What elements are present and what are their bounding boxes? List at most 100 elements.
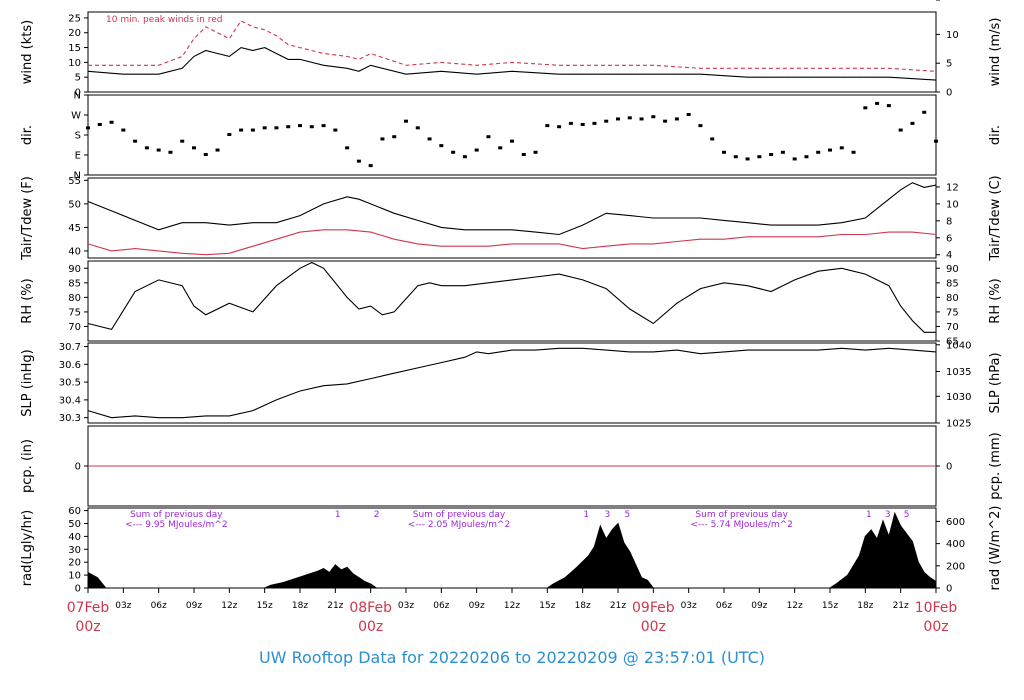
dir-direction-point (180, 139, 185, 143)
dir-direction-point (439, 144, 444, 148)
x-axis-date-hour-label: 00z (358, 619, 383, 635)
dir-direction-point (356, 159, 361, 163)
slp-left-tick-label: 30.6 (59, 360, 81, 371)
dir-direction-point (698, 124, 703, 128)
wind-left-tick-label: 15 (68, 43, 81, 54)
temp-right-tick-label: 6 (946, 233, 952, 244)
wind-panel-frame (87, 11, 937, 93)
dir-direction-point (780, 150, 785, 154)
temp-Tair-series-line (87, 182, 937, 236)
slp-right-tick-label: 1030 (946, 392, 971, 403)
dir-direction-point (910, 121, 915, 125)
chart-title: UW Rooftop Data for 20220206 to 20220209… (258, 648, 766, 667)
dir-direction-point (733, 155, 738, 159)
dir-direction-point (839, 146, 844, 150)
dir-direction-point (286, 125, 291, 129)
dir-direction-point (250, 128, 255, 132)
slp-right-tick-label: 1040 (946, 340, 971, 351)
dir-direction-point (227, 133, 232, 136)
x-axis-date-label: 08Feb (349, 600, 392, 616)
rad-left-tick-label: 50 (68, 519, 81, 530)
dir-direction-point (886, 104, 891, 108)
dir-direction-point (86, 126, 90, 130)
wind-peak-series-line (88, 20, 937, 72)
rad-daily-sum-annotation: <--- 5.74 MJoules/m^2 (690, 520, 792, 530)
rh-left-axis-title: RH (%) (20, 278, 35, 323)
dir-direction-point (686, 113, 691, 116)
rad-right-tick-label: 0 (946, 584, 952, 595)
x-axis-tick-label: 03z (398, 601, 414, 611)
dir-right-tick-label: N (946, 0, 953, 3)
dir-direction-point (97, 123, 102, 126)
dir-direction-point (663, 119, 668, 123)
dir-left-tick-label: E (75, 151, 81, 162)
pcp-right-axis-title: pcp. (mm) (988, 432, 1003, 499)
temp-left-tick-label: 50 (68, 199, 81, 210)
dir-direction-point (203, 153, 208, 156)
x-axis-tick-label: 18z (575, 601, 591, 611)
wind-right-tick-label: 0 (946, 88, 952, 99)
x-axis-tick-label: 09z (469, 601, 485, 611)
rad-left-tick-label: 20 (68, 558, 81, 569)
slp-panel-frame (87, 342, 937, 424)
x-axis-tick-label: 09z (751, 601, 767, 611)
dir-direction-point (368, 164, 373, 168)
rad-daily-sum-annotation: Sum of previous day (695, 510, 788, 520)
dir-direction-point (474, 148, 479, 152)
wind-wind-series-line (87, 47, 937, 81)
slp-left-tick-label: 30.4 (59, 395, 81, 406)
temp-right-tick-label: 10 (946, 199, 959, 210)
pcp-right-tick-label: 0 (946, 462, 952, 473)
dir-direction-point (592, 121, 597, 125)
wind-left-axis-title: wind (kts) (20, 20, 35, 84)
x-axis-tick-label: 06z (433, 601, 449, 611)
dir-direction-point (934, 139, 938, 143)
x-axis-tick-label: 21z (610, 601, 626, 611)
temp-left-axis-title: Tair/Tdew (F) (20, 176, 35, 261)
dir-left-tick-label: W (71, 111, 81, 122)
dir-direction-point (109, 120, 114, 124)
dir-direction-point (922, 110, 927, 114)
dir-direction-point (745, 157, 750, 161)
rad-hour-mark: 1 (335, 510, 341, 520)
dir-direction-point (192, 146, 196, 150)
x-axis-date-hour-label: 00z (641, 619, 666, 635)
rh-left-tick-label: 70 (68, 322, 81, 333)
dir-direction-point (533, 150, 538, 154)
rh-right-tick-label: 65 (946, 337, 959, 348)
dir-direction-point (604, 119, 609, 123)
temp-right-tick-label: 12 (946, 182, 959, 193)
dir-direction-point (875, 101, 880, 105)
rh-right-tick-label: 70 (946, 322, 959, 333)
temp-right-tick-label: 8 (946, 216, 952, 227)
rad-hour-mark: 3 (885, 510, 891, 520)
rad-hour-mark: 2 (374, 510, 380, 520)
dir-right-tick-label: W (946, 0, 956, 3)
dir-direction-point (851, 150, 856, 154)
dir-direction-point (309, 125, 314, 129)
dir-left-tick-label: N (74, 91, 81, 102)
temp-Tdew-series-line (87, 229, 937, 256)
x-axis-date-hour-label: 00z (75, 619, 100, 635)
dir-direction-point (757, 155, 762, 159)
slp-right-tick-label: 1035 (946, 367, 971, 378)
rad-hour-mark: 1 (866, 510, 872, 520)
rad-daily-sum-annotation: <--- 2.05 MJoules/m^2 (408, 520, 510, 530)
rh-right-tick-label: 85 (946, 278, 959, 289)
dir-direction-point (392, 135, 397, 139)
x-axis-tick-label: 18z (292, 601, 308, 611)
rh-left-tick-label: 75 (68, 307, 81, 318)
dir-direction-point (557, 125, 562, 129)
rad-daily-sum-annotation: <--- 9.95 MJoules/m^2 (125, 520, 227, 530)
dir-direction-point (345, 146, 350, 150)
dir-panel-frame (87, 94, 937, 176)
rad-left-tick-label: 0 (75, 584, 81, 595)
temp-right-axis-title: Tair/Tdew (C) (988, 175, 1003, 261)
dir-direction-point (710, 137, 715, 141)
x-axis-tick-label: 21z (327, 601, 343, 611)
rh-RH-series-line (87, 261, 936, 333)
rad-left-tick-label: 40 (68, 532, 81, 543)
rad-daily-sum-annotation: Sum of previous day (130, 510, 223, 520)
x-axis-tick-label: 09z (186, 601, 202, 611)
